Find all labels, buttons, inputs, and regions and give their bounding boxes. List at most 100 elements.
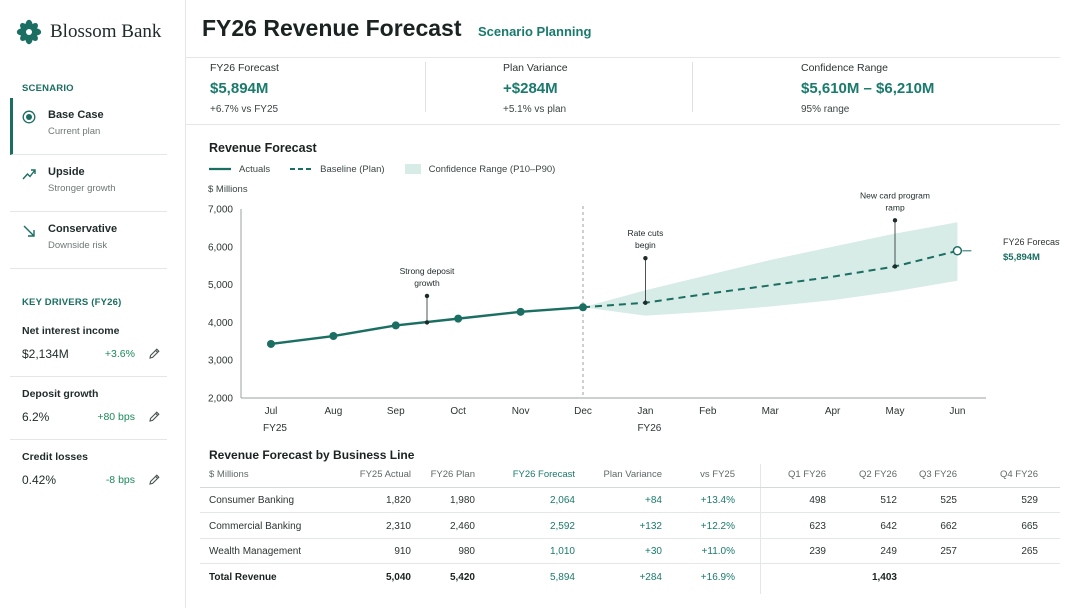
annotation-text: ramp [885,202,905,212]
y-tick-label: 4,000 [208,318,233,329]
scenario-conservative[interactable]: Conservative Downside risk [10,212,167,269]
x-year-label: FY26 [637,423,661,434]
table-cell: 2,592 [549,520,575,532]
table-cell: 1,980 [449,495,475,506]
forecast-end-value: $5,894M [1003,252,1040,263]
table-cell: 1,820 [385,495,411,506]
driver-name: Net interest income [22,325,120,337]
scenario-subtitle: Stronger growth [48,183,116,194]
table-cell: 623 [809,520,826,532]
chart-title: Revenue Forecast [209,141,317,155]
legend-label: Actuals [239,163,271,175]
scenario-title: Conservative [48,223,118,235]
table-cell: 512 [880,495,897,506]
column-header: Plan Variance [603,469,662,480]
drivers-section-label: KEY DRIVERS (FY26) [22,297,122,308]
scenario-title: Upside [48,166,85,178]
forecast-end-point [952,246,963,256]
x-tick-label: Apr [825,406,841,417]
annotation-text: Rate cuts [627,228,663,238]
scenario-base-case[interactable]: Base Case Current plan [10,98,167,155]
actuals-point [329,332,338,341]
table-divider [760,464,761,594]
x-tick-label: Jul [265,406,278,417]
column-header: Q4 FY26 [999,469,1038,480]
table-cell: 2,460 [449,520,475,532]
actuals-point [267,339,275,348]
legend-label: Baseline (Plan) [320,163,385,175]
table-row: Wealth Management 910 980 1,010 +30 +11.0% 239… [200,539,1060,564]
table-row: Commercial Banking 2,310 2,460 2,592 +132 +12… [200,514,1060,539]
table-cell: +12.2% [700,520,735,532]
brand-logo[interactable]: Blossom Bank [16,17,161,47]
x-tick-label: Jan [637,406,653,417]
table-total-row: Total Revenue 5,040 5,420 5,894 +284 +16.9% 1,… [200,565,1060,590]
annotation-anchor-dot [643,300,648,305]
column-header: Q2 FY26 [858,469,897,480]
column-header: FY25 Actual [359,469,411,480]
table-cell: 662 [940,520,957,532]
legend-baseline[interactable]: Baseline (Plan) [290,163,385,175]
trend-down-icon [23,225,35,237]
driver-delta: +3.6% [104,348,135,360]
x-tick-label: Jun [949,406,965,417]
kpi-value: $5,610M – $6,210M [801,80,935,97]
kpi-row: FY26 Forecast $5,894M +6.7% vs FY25 Plan… [186,57,1060,125]
driver-delta: +80 bps [97,411,135,423]
row-label: Wealth Management [209,546,302,557]
actuals-point [391,321,400,330]
annotation-text: growth [414,278,440,288]
kpi-divider [425,62,426,112]
kpi-sub: +5.1% vs plan [503,104,567,115]
legend-swatch-actuals [209,167,231,171]
driver-net-interest-income: Net interest income $2,134M +3.6% [10,317,167,377]
legend-swatch-range [404,164,421,174]
annotation-anchor-dot [892,264,898,269]
actuals-point [454,314,463,323]
table-header-row: $ Millions FY25 Actual FY26 Plan FY26 Forec… [200,464,1060,488]
table-cell: +30 [645,546,662,557]
y-tick-label: 2,000 [208,394,233,405]
table-cell: 249 [880,546,897,557]
legend-range[interactable]: Confidence Range (P10–P90) [404,164,555,175]
actuals-point [516,307,525,316]
scenario-section-label: SCENARIO [22,83,74,94]
y-tick-label: 5,000 [208,280,233,291]
column-header: FY26 Forecast [512,469,575,480]
x-tick-label: Sep [387,406,405,417]
kpi-value: +$284M [503,80,558,97]
annotation-text: New card program [860,190,930,200]
driver-delta: -8 bps [105,474,135,486]
table-cell: 980 [458,546,475,557]
table-cell [746,565,826,590]
table-cell: 529 [1021,495,1038,506]
annotation-dot [424,293,430,299]
annotation-text: Strong deposit [400,266,455,276]
scenario-upside[interactable]: Upside Stronger growth [10,155,167,212]
driver-name: Credit losses [22,451,88,463]
pencil-icon[interactable] [148,347,161,360]
pencil-icon[interactable] [148,410,161,423]
table-cell: 257 [940,546,957,557]
table-cell: +284 [639,571,662,583]
kpi-divider [692,62,693,112]
annotation-dot [643,255,648,261]
x-tick-label: Aug [325,406,343,417]
table-cell: +16.9% [700,571,735,583]
kpi-sub: 95% range [801,104,850,115]
legend-actuals[interactable]: Actuals [209,164,270,175]
revenue-forecast-chart: $ Millions 2,000 3,000 4,000 5,000 6,000 7,000… [208,184,1060,434]
table-cell: +84 [645,495,662,506]
y-tick-label: 7,000 [208,205,233,216]
driver-name: Deposit growth [22,388,99,400]
x-tick-label: May [886,406,905,417]
table-cell: 5,420 [449,571,475,583]
table-cell: 1,403 [871,571,897,583]
table-unit-label: $ Millions [209,469,249,480]
page-subtitle[interactable]: Scenario Planning [478,24,592,39]
column-header: Q3 FY26 [918,469,957,480]
pencil-icon[interactable] [148,473,161,486]
annotation-text: begin [635,240,656,250]
y-tick-label: 6,000 [208,242,233,253]
driver-value: $2,134M [22,347,69,361]
